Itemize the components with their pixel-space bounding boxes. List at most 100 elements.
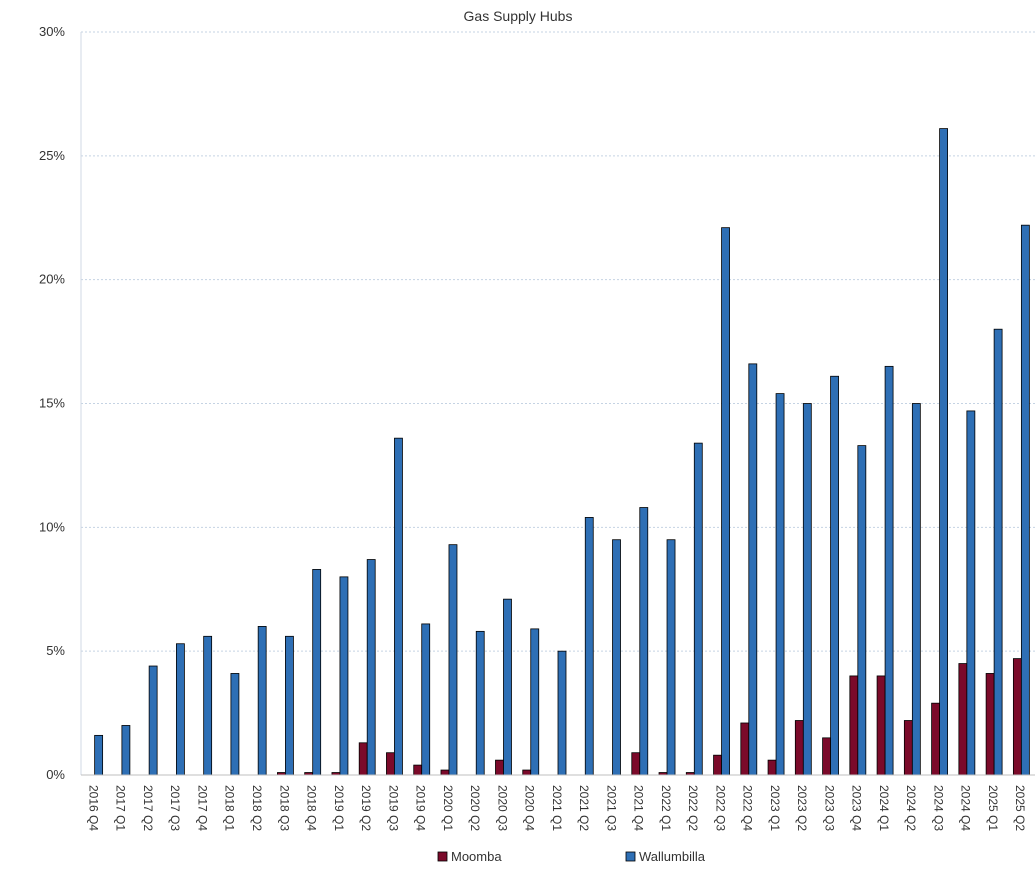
x-tick-label: 2016 Q4: [86, 785, 100, 831]
y-tick-label: 10%: [39, 519, 65, 534]
x-tick-label: 2021 Q3: [604, 785, 618, 831]
bar-wallumbilla-2019-q3: [394, 437, 403, 776]
x-tick-label: 2018 Q2: [250, 785, 264, 831]
bar-wallumbilla-2024-q2: [911, 403, 921, 776]
bar-wallumbilla-2020-q2: [475, 630, 485, 776]
x-tick-label: 2018 Q1: [223, 785, 237, 831]
bar-moomba-2020-q1: [440, 769, 450, 776]
x-tick-label: 2025 Q2: [1013, 785, 1027, 831]
bar-wallumbilla-2017-q3: [175, 643, 185, 776]
bar-wallumbilla-2022-q2: [693, 442, 703, 776]
bar-wallumbilla-2023-q2: [802, 403, 812, 776]
x-tick-label: 2023 Q3: [822, 785, 836, 831]
bar-wallumbilla-2024-q4: [966, 410, 976, 776]
bar-moomba-2024-q4: [958, 663, 968, 776]
bar-wallumbilla-2024-q3: [939, 128, 948, 776]
x-tick-label: 2024 Q3: [931, 785, 945, 831]
bar-wallumbilla-2023-q4: [857, 445, 867, 776]
bar-moomba-2025-q2: [1012, 658, 1022, 776]
bar-wallumbilla-2022-q3: [721, 227, 730, 776]
y-tick-label: 30%: [39, 24, 65, 39]
bar-wallumbilla-2019-q4: [421, 623, 431, 776]
x-tick-label: 2025 Q1: [986, 785, 1000, 831]
bar-wallumbilla-2023-q1: [775, 393, 785, 776]
bar-wallumbilla-2025-q2: [1020, 224, 1030, 776]
legend-label-wallumbilla: Wallumbilla: [639, 849, 706, 864]
x-tick-label: 2018 Q3: [277, 785, 291, 831]
bar-moomba-2019-q2: [358, 742, 368, 776]
x-tick-label: 2020 Q4: [523, 785, 537, 831]
legend-swatch-moomba: [437, 851, 448, 862]
bar-moomba-2023-q3: [822, 737, 831, 776]
bar-wallumbilla-2023-q3: [830, 375, 839, 776]
y-tick-label: 5%: [46, 643, 65, 658]
bar-wallumbilla-2017-q4: [203, 635, 213, 776]
x-tick-label: 2017 Q2: [141, 785, 155, 831]
x-tick-label: 2022 Q2: [686, 785, 700, 831]
x-tick-label: 2020 Q2: [468, 785, 482, 831]
bar-moomba-2019-q3: [386, 752, 395, 776]
x-tick-label: 2019 Q3: [386, 785, 400, 831]
bar-moomba-2022-q4: [740, 722, 750, 776]
bar-wallumbilla-2016-q4: [94, 734, 104, 776]
bar-wallumbilla-2024-q1: [884, 365, 894, 776]
legend: Moomba Wallumbilla: [437, 849, 706, 864]
bar-moomba-2019-q4: [413, 764, 423, 776]
bar-moomba-2024-q3: [931, 702, 940, 776]
bar-wallumbilla-2018-q3: [285, 635, 294, 776]
axes: [80, 32, 1035, 776]
x-tick-label: 2022 Q3: [713, 785, 727, 831]
bar-moomba-2021-q4: [631, 752, 641, 776]
x-tick-label: 2023 Q4: [850, 785, 864, 831]
x-axis-ticks: 2016 Q4 2017 Q1 2017 Q2 2017 Q3 2017 Q4 2018 …: [86, 785, 1027, 831]
x-tick-label: 2019 Q1: [332, 785, 346, 831]
x-tick-label: 2023 Q1: [768, 785, 782, 831]
x-tick-label: 2022 Q4: [741, 785, 755, 831]
bar-wallumbilla-2021-q2: [584, 517, 594, 776]
bar-moomba-2025-q1: [985, 673, 995, 776]
x-tick-label: 2019 Q2: [359, 785, 373, 831]
bar-moomba-2022-q3: [713, 754, 722, 776]
bar-moomba-2023-q2: [794, 720, 804, 776]
x-tick-label: 2018 Q4: [305, 785, 319, 831]
bar-moomba-2023-q4: [849, 675, 859, 776]
bar-wallumbilla-2017-q1: [121, 725, 131, 776]
y-tick-label: 15%: [39, 396, 65, 411]
bar-wallumbilla-2021-q3: [612, 539, 621, 776]
bar-moomba-2023-q1: [767, 759, 777, 776]
x-tick-label: 2023 Q2: [795, 785, 809, 831]
legend-label-moomba: Moomba: [451, 849, 502, 864]
bar-wallumbilla-2017-q2: [148, 665, 158, 776]
x-tick-label: 2021 Q1: [550, 785, 564, 831]
bar-wallumbilla-2018-q2: [257, 626, 267, 776]
x-tick-label: 2019 Q4: [414, 785, 428, 831]
bar-wallumbilla-2022-q1: [666, 539, 676, 776]
bar-moomba-2020-q4: [522, 769, 532, 776]
chart-title: Gas Supply Hubs: [464, 8, 573, 24]
x-tick-label: 2020 Q3: [495, 785, 509, 831]
bar-wallumbilla-2025-q1: [993, 328, 1003, 776]
bar-wallumbilla-2020-q4: [530, 628, 540, 776]
y-tick-label: 20%: [39, 272, 65, 287]
x-tick-label: 2024 Q2: [904, 785, 918, 831]
bar-wallumbilla-2018-q4: [312, 569, 322, 776]
x-tick-label: 2017 Q4: [195, 785, 209, 831]
bar-wallumbilla-2020-q3: [503, 598, 512, 776]
bar-wallumbilla-2020-q1: [448, 544, 458, 776]
bar-wallumbilla-2019-q2: [366, 559, 376, 776]
bar-moomba-2024-q1: [876, 675, 886, 776]
x-tick-label: 2022 Q1: [659, 785, 673, 831]
bar-wallumbilla-2021-q1: [557, 650, 567, 776]
bar-wallumbilla-2022-q4: [748, 363, 758, 776]
x-tick-label: 2021 Q4: [632, 785, 646, 831]
legend-swatch-wallumbilla: [625, 851, 636, 862]
x-tick-label: 2017 Q1: [114, 785, 128, 831]
bars: [94, 128, 1030, 776]
y-tick-label: 0%: [46, 767, 65, 782]
y-tick-label: 25%: [39, 148, 65, 163]
x-tick-label: 2017 Q3: [168, 785, 182, 831]
bar-moomba-2024-q2: [903, 720, 913, 776]
x-tick-label: 2024 Q4: [959, 785, 973, 831]
